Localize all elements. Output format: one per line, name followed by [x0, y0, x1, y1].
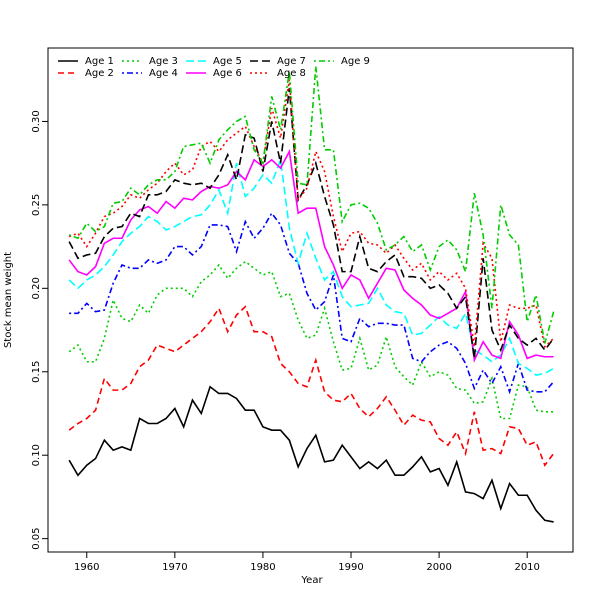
y-axis-label: Stock mean weight	[3, 252, 14, 348]
plot-frame	[47, 47, 574, 553]
legend-label: Age 5	[213, 56, 242, 67]
x-tick-label: 2000	[426, 562, 451, 573]
x-tick-label: 1980	[250, 562, 275, 573]
data-line	[68, 87, 555, 359]
legend-label: Age 7	[277, 56, 306, 67]
data-line	[68, 66, 555, 344]
data-line	[68, 148, 554, 363]
data-line	[68, 385, 554, 523]
legend-label: Age 2	[85, 68, 114, 79]
legend-label: Age 3	[149, 56, 178, 67]
x-tick-label: 2010	[514, 562, 539, 573]
y-tick-label: 0.15	[31, 361, 42, 383]
data-line	[68, 79, 555, 349]
legend-label: Age 6	[213, 68, 242, 79]
x-tick-label: 1970	[162, 562, 187, 573]
legend-label: Age 1	[85, 56, 114, 67]
y-tick-label: 0.05	[31, 528, 42, 550]
legend-label: Age 8	[277, 68, 306, 79]
y-tick-label: 0.20	[31, 277, 42, 299]
y-tick-label: 0.30	[31, 110, 42, 132]
data-line	[69, 211, 555, 395]
x-tick-label: 1990	[338, 562, 363, 573]
y-tick-label: 0.10	[31, 444, 42, 466]
x-tick-label: 1960	[74, 562, 99, 573]
y-tick-label: 0.25	[31, 194, 42, 216]
legend-label: Age 4	[149, 68, 178, 79]
legend-label: Age 9	[341, 56, 370, 67]
data-line	[68, 305, 555, 467]
x-axis-label: Year	[300, 575, 323, 586]
